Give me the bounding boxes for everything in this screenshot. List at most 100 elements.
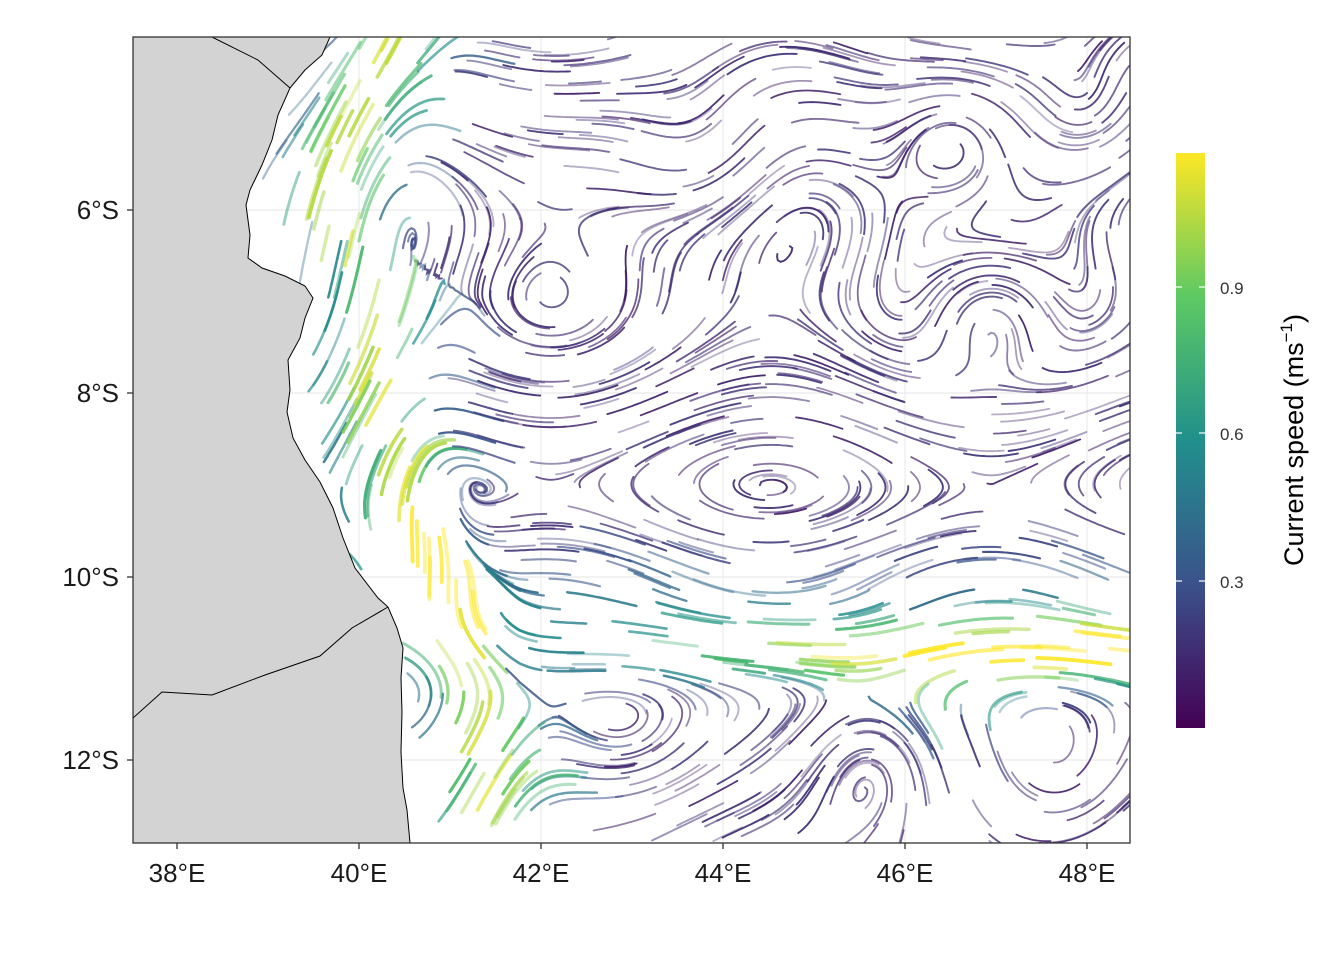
streamline [451, 445, 516, 464]
streamline [1029, 529, 1069, 542]
streamline [836, 81, 883, 90]
streamline [522, 420, 598, 429]
streamline [1059, 340, 1107, 352]
streamline [836, 748, 875, 768]
streamline [810, 654, 879, 660]
streamline [384, 61, 423, 108]
streamline [359, 156, 392, 220]
streamline [1133, 194, 1147, 235]
streamline [940, 510, 984, 520]
streamline [956, 227, 1027, 245]
streamline [806, 540, 846, 553]
streamline [488, 665, 505, 720]
streamline [897, 707, 935, 760]
streamline [620, 743, 653, 756]
streamline [344, 245, 365, 314]
streamline [805, 230, 817, 266]
streamline [854, 175, 886, 224]
streamline [651, 221, 689, 254]
streamline [1125, 136, 1130, 142]
streamline [832, 41, 869, 55]
streamline [463, 559, 481, 629]
streamline [817, 148, 851, 155]
streamline [498, 189, 522, 220]
streamline [1119, 466, 1130, 490]
streamline [1073, 629, 1122, 639]
streamline [716, 747, 772, 786]
streamline [619, 158, 688, 172]
streamline [1106, 343, 1130, 359]
streamline [409, 170, 464, 217]
streamline [525, 351, 566, 357]
streamline [671, 42, 733, 76]
streamline [696, 194, 750, 236]
streamline [905, 121, 957, 169]
streamline [573, 451, 629, 483]
streamline [750, 713, 789, 752]
y-tick-label-12s: 12°S [62, 745, 119, 775]
streamline [860, 469, 873, 504]
streamline [781, 702, 801, 731]
streamline [435, 639, 464, 688]
streamline [829, 759, 861, 805]
streamline [388, 216, 411, 272]
streamline [822, 47, 896, 67]
streamline [1022, 167, 1062, 184]
streamline [475, 753, 513, 812]
streamline [535, 473, 575, 481]
streamline [792, 687, 806, 723]
streamline [1063, 704, 1091, 733]
streamline [856, 571, 893, 591]
streamline [832, 608, 883, 621]
streamline [441, 527, 451, 605]
streamline [480, 540, 536, 548]
streamline [859, 140, 906, 161]
streamline [510, 512, 548, 519]
streamline [1043, 798, 1091, 814]
streamline [1007, 163, 1053, 201]
streamline [860, 82, 926, 89]
streamline [885, 114, 932, 143]
streamline [758, 495, 824, 514]
streamline [1063, 464, 1079, 496]
streamline [606, 278, 640, 340]
streamline [913, 252, 974, 268]
streamline [410, 434, 445, 463]
streamline [840, 354, 886, 377]
streamline [364, 378, 393, 427]
streamline [878, 719, 909, 743]
streamline [1015, 833, 1052, 843]
streamline [463, 151, 525, 185]
y-tick-label-8s: 8°S [77, 378, 119, 408]
streamline [357, 37, 368, 50]
streamline [385, 97, 446, 136]
streamline [1099, 37, 1114, 51]
streamline [1042, 438, 1077, 453]
streamline [652, 239, 669, 273]
streamline [894, 267, 911, 293]
streamline [821, 486, 859, 517]
streamline [696, 538, 756, 552]
streamline [1043, 675, 1080, 682]
streamline [1050, 539, 1105, 560]
streamline [395, 327, 414, 359]
streamline [872, 390, 905, 403]
colorbar-gradient [1176, 153, 1205, 728]
streamline [362, 448, 383, 520]
streamline [407, 161, 459, 183]
streamline [335, 109, 355, 145]
streamline [1043, 37, 1070, 44]
streamline [474, 189, 491, 236]
streamline [484, 49, 521, 59]
streamline [782, 172, 824, 186]
streamline [734, 443, 794, 451]
streamline [569, 447, 612, 462]
streamline [1000, 400, 1045, 405]
streamline [682, 174, 715, 188]
streamline [840, 415, 879, 431]
streamline [1076, 170, 1130, 218]
streamline [677, 612, 737, 625]
streamline [995, 277, 1049, 318]
streamline [938, 483, 966, 507]
